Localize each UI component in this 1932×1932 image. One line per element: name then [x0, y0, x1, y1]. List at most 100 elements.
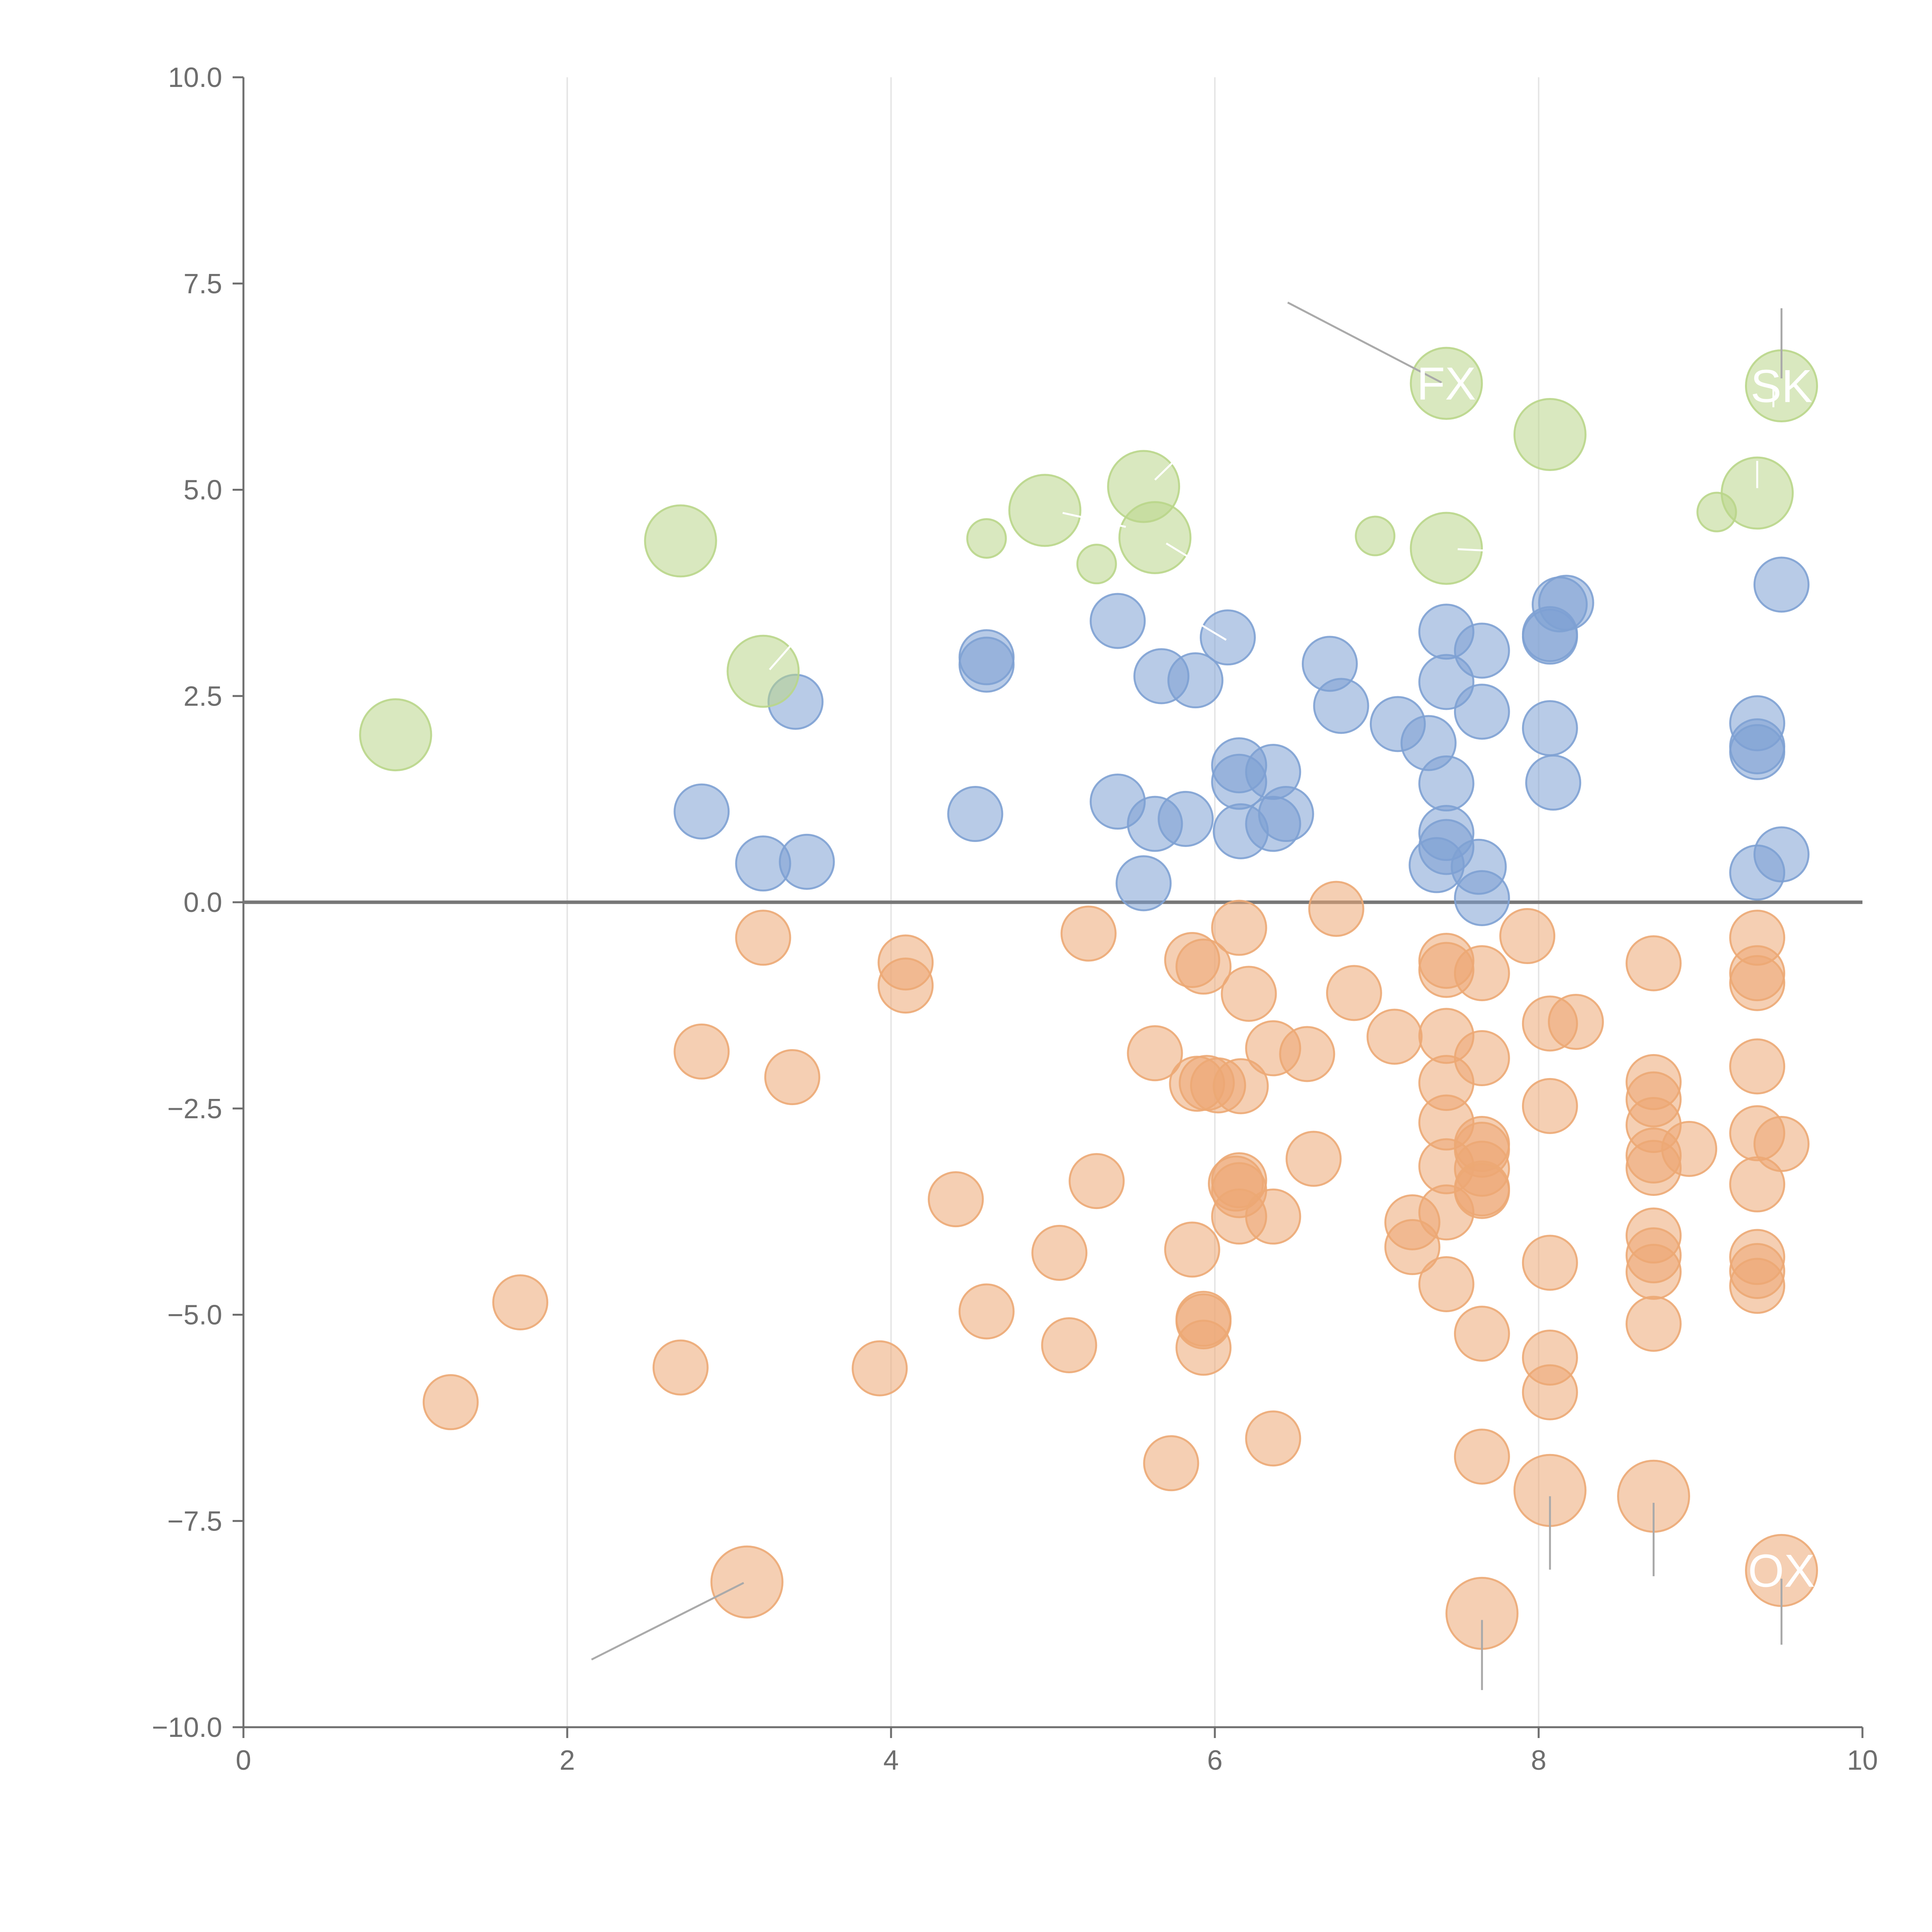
negative-point [1454, 1163, 1510, 1219]
x-tick-label: 0 [236, 1745, 251, 1776]
annotation-leader-line [769, 638, 798, 670]
highlighted-point [1076, 544, 1117, 585]
positive-point [1729, 724, 1786, 780]
negative-point [1068, 1153, 1125, 1209]
highlighted-point [1513, 398, 1587, 471]
positive-point [1258, 786, 1314, 842]
negative-point [1245, 1410, 1301, 1467]
positive-point [1454, 622, 1510, 679]
negative-point [1127, 1025, 1183, 1082]
negative-point [1279, 1026, 1335, 1082]
negative-point [1625, 1296, 1682, 1352]
negative-point [1753, 1116, 1810, 1172]
axis-layer: 0 2 4 6 8 10 −10.0 −7.5 −5.0 −2.5 0.0 2.5 5.0 7.5 10.0 [152, 62, 1878, 1776]
negative-point [492, 1274, 548, 1330]
negative-point [1041, 1317, 1097, 1373]
label-layer: FX SK OX [1417, 358, 1815, 1597]
x-tick-label: 6 [1207, 1745, 1223, 1776]
highlighted-point [1118, 501, 1192, 574]
negative-point [1625, 935, 1682, 992]
negative-point [878, 957, 934, 1014]
negative-point [1661, 1121, 1718, 1177]
negative-point [764, 1049, 820, 1105]
annotation-leader-line [1458, 548, 1507, 553]
negative-point [1522, 1078, 1578, 1134]
annotation-leader-line [1154, 460, 1175, 481]
negative-point [1454, 945, 1510, 1002]
positive-point [1200, 609, 1256, 666]
negative-point [1499, 908, 1556, 964]
negative-point [422, 1374, 479, 1430]
positive-point [1313, 678, 1369, 734]
annotation-leader-line [1287, 301, 1442, 384]
highlighted-point [1355, 515, 1396, 556]
highlighted-point [644, 504, 717, 578]
negative-point [1454, 1306, 1510, 1362]
annotation-leader-line [591, 1582, 744, 1661]
highlighted-point [1410, 512, 1483, 585]
y-tick-label: −7.5 [167, 1506, 222, 1537]
annotation-label: OX [1748, 1545, 1815, 1597]
negative-point [1366, 1009, 1423, 1065]
negative-point [1326, 965, 1382, 1021]
negative-point [1548, 994, 1604, 1050]
positive-point [947, 786, 1003, 842]
annotation-label: FX [1417, 358, 1476, 410]
annotation-label: SK [1750, 360, 1812, 412]
positive-point [958, 636, 1015, 693]
positive-point [1167, 652, 1224, 709]
negative-point [1245, 1188, 1301, 1245]
positive-point [779, 833, 835, 890]
negative-point [735, 910, 791, 966]
negative-point [1625, 1243, 1682, 1300]
negative-point [1522, 1364, 1578, 1420]
negative-point [1031, 1225, 1088, 1281]
positive-point [1454, 870, 1510, 926]
positive-point [1522, 700, 1578, 757]
negative-point [1729, 1038, 1786, 1095]
negative-point [652, 1339, 709, 1396]
negative-point [1221, 966, 1277, 1022]
positive-point [1525, 754, 1582, 811]
negative-point [1729, 1258, 1786, 1314]
highlighted-point [359, 698, 432, 772]
positive-point [1418, 755, 1475, 812]
y-tick-label: 2.5 [184, 681, 222, 712]
negative-point [1454, 1030, 1510, 1087]
annotation-leader-line [1062, 512, 1126, 528]
negative-point [710, 1545, 784, 1619]
x-tick-label: 2 [560, 1745, 575, 1776]
positive-point [1090, 593, 1146, 649]
negative-point [928, 1171, 984, 1228]
negative-point [1729, 955, 1786, 1011]
positive-point [673, 783, 730, 840]
negative-point [1175, 939, 1232, 995]
x-tick-label: 8 [1531, 1745, 1546, 1776]
negative-point [1286, 1131, 1342, 1187]
y-tick-label: −2.5 [167, 1094, 222, 1124]
y-tick-label: −5.0 [167, 1300, 222, 1331]
y-tick-label: −10.0 [152, 1712, 222, 1743]
negative-point [1308, 881, 1364, 937]
y-tick-label: 7.5 [184, 269, 222, 299]
negative-point [673, 1023, 730, 1080]
negative-point [1060, 905, 1117, 962]
annotation-leader-line [1165, 543, 1208, 569]
negative-point [1454, 1429, 1510, 1485]
highlighted-point [1008, 474, 1082, 547]
y-tick-label: 0.0 [184, 887, 222, 918]
highlighted-point [726, 634, 800, 708]
positive-point [1538, 575, 1594, 631]
positive-point [1116, 855, 1172, 912]
annotation-leader-line [1198, 622, 1227, 641]
negative-point [1143, 1435, 1199, 1492]
positive-point [1753, 826, 1810, 883]
series-layer [359, 347, 1818, 1650]
leader-layer [591, 301, 1782, 1690]
negative-point [1418, 1256, 1475, 1313]
x-tick-label: 4 [883, 1745, 899, 1776]
positive-point [1753, 556, 1810, 613]
highlighted-point [1410, 347, 1483, 420]
negative-point [958, 1283, 1015, 1340]
